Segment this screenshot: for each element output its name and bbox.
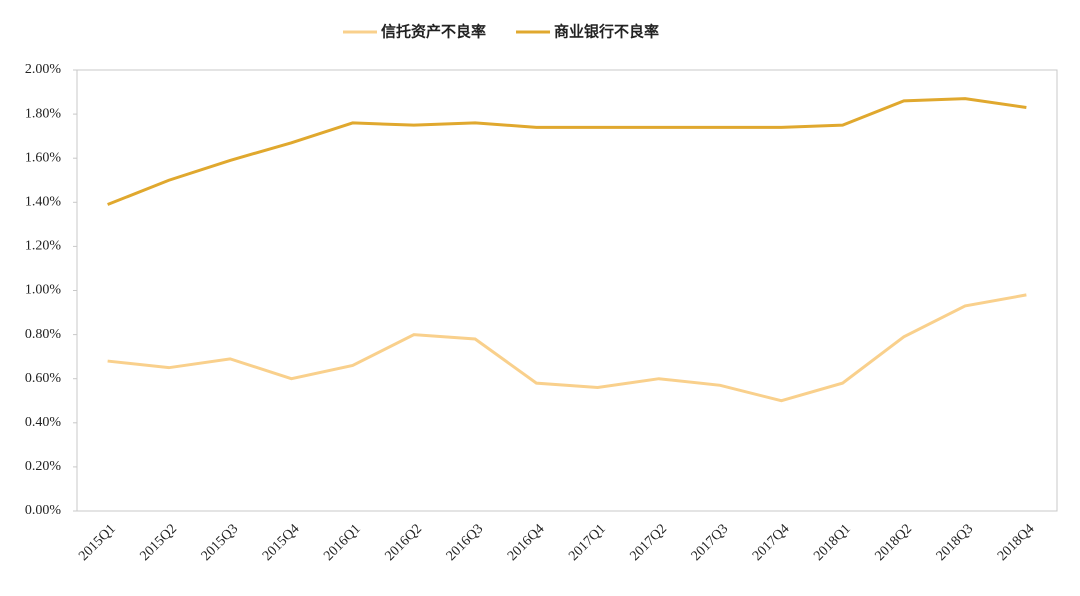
- y-tick-label: 0.20%: [25, 459, 62, 474]
- y-tick-label: 1.00%: [25, 283, 62, 298]
- legend-label: 商业银行不良率: [554, 23, 659, 41]
- y-tick-label: 0.80%: [25, 327, 62, 342]
- y-tick-label: 2.00%: [25, 62, 62, 77]
- x-tick-label: 2017Q3: [689, 521, 732, 564]
- x-tick-label: 2017Q4: [750, 521, 793, 564]
- x-tick-label: 2018Q1: [811, 521, 854, 564]
- x-tick-label: 2018Q4: [995, 521, 1038, 564]
- x-tick-label: 2015Q2: [137, 521, 180, 564]
- x-tick-label: 2017Q2: [627, 521, 670, 564]
- x-tick-label: 2015Q1: [76, 521, 119, 564]
- y-tick-label: 0.40%: [25, 415, 62, 430]
- x-tick-label: 2017Q1: [566, 521, 609, 564]
- x-tick-label: 2016Q4: [505, 521, 548, 564]
- y-tick-label: 1.20%: [25, 239, 62, 254]
- y-tick-label: 1.60%: [25, 150, 62, 165]
- x-tick-label: 2016Q2: [382, 521, 425, 564]
- x-tick-label: 2015Q4: [260, 521, 303, 564]
- y-tick-label: 0.00%: [25, 503, 62, 518]
- x-tick-label: 2016Q3: [444, 521, 487, 564]
- x-tick-label: 2016Q1: [321, 521, 364, 564]
- plot-frame: [76, 69, 1058, 512]
- y-tick-label: 0.60%: [25, 371, 62, 386]
- x-tick-label: 2015Q3: [199, 521, 242, 564]
- series-line: [107, 97, 1027, 206]
- x-tick-label: 2018Q3: [934, 521, 977, 564]
- series-line: [107, 293, 1027, 403]
- x-tick-label: 2018Q2: [872, 521, 915, 564]
- y-tick-label: 1.40%: [25, 195, 62, 210]
- legend-label: 信托资产不良率: [381, 23, 486, 41]
- y-tick-label: 1.80%: [25, 106, 62, 121]
